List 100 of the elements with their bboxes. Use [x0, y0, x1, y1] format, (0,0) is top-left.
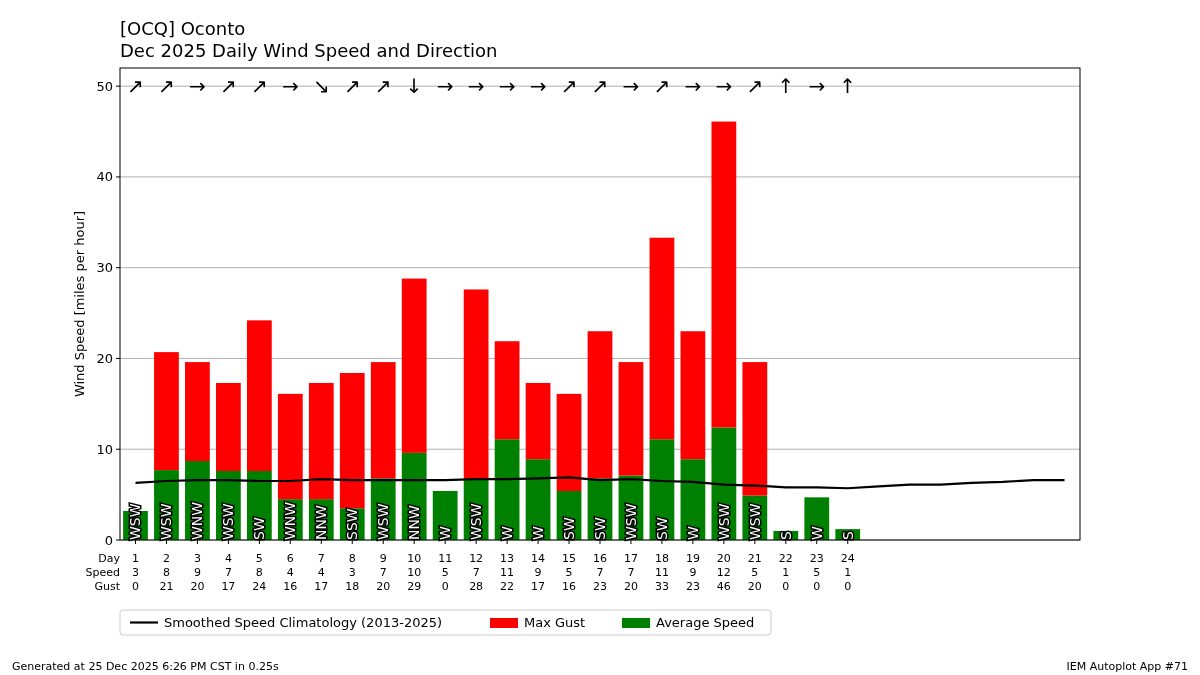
x-tick-label: 21 5 20: [747, 551, 762, 593]
text: Gust: [94, 579, 121, 593]
bar: [618, 362, 644, 476]
legend-label: Average Speed: [656, 615, 755, 631]
x-tick-label: 19 9 23: [685, 551, 700, 593]
x-tick-label: 1 3 0: [131, 551, 139, 593]
annotation: ↗: [343, 74, 361, 99]
x-tick-label: 2 8 21: [159, 551, 174, 593]
annotation: SW: [653, 517, 670, 540]
bar: [246, 320, 272, 472]
annotation: →: [436, 74, 454, 99]
bar: [401, 278, 427, 453]
annotation: ↗: [158, 74, 175, 99]
x-tick-label: 4 7 17: [221, 551, 236, 593]
annotation: →: [684, 74, 702, 99]
legend-label: Max Gust: [524, 615, 586, 631]
annotation: ↗: [653, 74, 671, 99]
x-tick-label: 12 7 28: [469, 551, 484, 593]
bar: [339, 372, 365, 509]
annotation: SSW: [344, 508, 361, 540]
annotation: ↗: [250, 74, 268, 99]
y-tick-label: 40: [96, 169, 113, 185]
y-tick-label: 20: [96, 351, 113, 367]
annotation: WSW: [622, 503, 639, 540]
y-tick-label: 10: [96, 441, 113, 457]
annotation: W: [684, 526, 701, 540]
text: IEM Autoplot App #71: [1066, 660, 1188, 673]
annotation: NNW: [313, 505, 330, 540]
bar: [587, 331, 613, 479]
bar: [185, 362, 210, 462]
annotation: WSW: [375, 503, 392, 540]
x-tick-label: 10 10 29: [407, 551, 422, 593]
bar: [742, 362, 768, 496]
bar: [154, 352, 179, 471]
annotation: WSW: [127, 503, 144, 540]
x-tick-label: 15 5 16: [562, 551, 577, 593]
y-tick-label: 50: [96, 78, 113, 94]
x-tick-label: 7 4 17: [314, 551, 329, 593]
y-tick-label: 0: [104, 532, 113, 548]
bar: [525, 382, 551, 460]
text: Day: [98, 551, 121, 565]
legend-label: Smoothed Speed Climatology (2013-2025): [164, 615, 443, 631]
annotation: NNW: [406, 505, 423, 540]
bar: [649, 237, 675, 440]
annotation: ↗: [560, 74, 578, 99]
text: Speed: [85, 565, 120, 579]
x-tick-label: 5 8 24: [252, 551, 267, 593]
annotation: S: [777, 531, 794, 540]
annotation: ↘: [312, 74, 330, 99]
annotation: ↑: [839, 74, 857, 99]
annotation: →: [467, 74, 485, 99]
bar: [308, 382, 334, 500]
annotation: ↓: [405, 74, 423, 99]
annotation: ↑: [777, 74, 795, 99]
annotation: →: [189, 74, 206, 99]
x-tick-label: 17 7 20: [623, 551, 638, 593]
x-tick-label: 6 4 16: [283, 551, 298, 593]
y-axis-title: Wind Speed [miles per hour]: [72, 210, 87, 398]
annotation: WNW: [282, 501, 299, 540]
x-tick-label: 23 5 0: [809, 551, 824, 593]
bar: [680, 331, 706, 460]
annotation: W: [437, 526, 454, 540]
bar: [216, 382, 241, 472]
annotation: ↗: [591, 74, 609, 99]
annotation: WNW: [189, 501, 206, 540]
bar: [494, 341, 520, 440]
x-tick-label: 13 11 22: [500, 551, 515, 593]
annotation: SW: [251, 517, 268, 540]
bar: [370, 362, 396, 479]
annotation: ↗: [127, 74, 144, 99]
annotation: →: [808, 74, 826, 99]
annotation: →: [498, 74, 516, 99]
x-tick-label: 18 11 33: [654, 551, 669, 593]
annotation: SW: [591, 517, 608, 540]
x-tick-label: 22 1 0: [778, 551, 793, 593]
annotation: WSW: [715, 503, 732, 540]
annotation: WSW: [220, 503, 237, 540]
annotation: W: [808, 526, 825, 540]
x-tick-label: 20 12 46: [716, 551, 731, 593]
annotation: WSW: [468, 503, 485, 540]
bar: [556, 393, 582, 491]
annotation: →: [715, 74, 733, 99]
annotation: ↗: [746, 74, 764, 99]
x-tick-label: 11 5 0: [438, 551, 453, 593]
y-tick-label: 30: [96, 260, 113, 276]
annotation: SW: [560, 517, 577, 540]
bar: [277, 393, 303, 500]
text: Generated at 25 Dec 2025 6:26 PM CST in 0.25s: [12, 660, 279, 673]
x-tick-label: 24 1 0: [840, 551, 855, 593]
x-tick-label: 3 9 20: [190, 551, 205, 593]
line-series: [134, 476, 1066, 490]
chart-subtitle: Dec 2025 Daily Wind Speed and Direction: [120, 40, 498, 61]
annotation: ↗: [374, 74, 392, 99]
annotation: →: [281, 74, 299, 99]
x-tick-label: 9 7 20: [376, 551, 391, 593]
chart-title: [OCQ] Oconto: [120, 18, 246, 39]
annotation: W: [499, 526, 515, 540]
x-tick-label: 16 7 23: [593, 551, 607, 593]
x-tick-label: 14 9 17: [531, 551, 546, 593]
annotation: ↗: [220, 74, 237, 99]
